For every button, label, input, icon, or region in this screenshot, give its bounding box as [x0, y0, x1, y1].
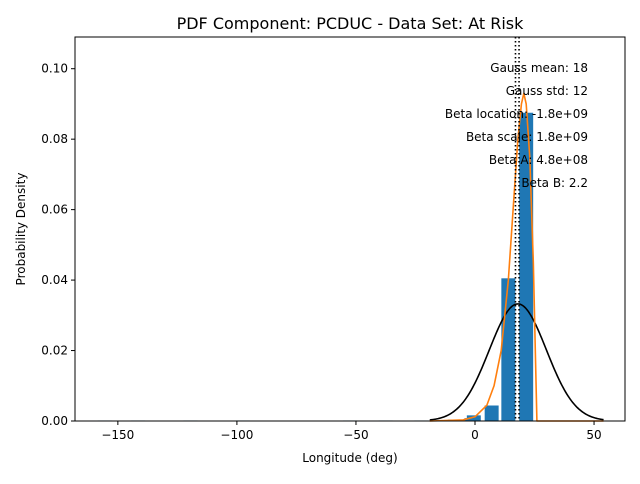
chart-title: PDF Component: PCDUC - Data Set: At Risk: [177, 14, 525, 33]
curves-layer: [429, 92, 604, 422]
stat-annotation-5: Beta B: 2.2: [521, 176, 588, 190]
histogram-bar-10: [484, 405, 499, 421]
stat-annotation-2: Beta location: -1.8e+09: [445, 107, 588, 121]
annotations-layer: Gauss mean: 18 Gauss std: 12 Beta location…: [445, 61, 588, 190]
axes-layer: [74, 36, 626, 422]
y-tick-label: 0.02: [41, 344, 68, 358]
x-tick-label: −150: [101, 428, 134, 442]
y-tick-label: 0.06: [41, 203, 68, 217]
x-tick-label: −100: [220, 428, 253, 442]
histogram-bar-11: [501, 278, 516, 421]
y-tick-label: 0.10: [41, 62, 68, 76]
y-tick-label: 0.00: [41, 414, 68, 428]
y-tick-label: 0.04: [41, 273, 68, 287]
x-tick-label: −50: [343, 428, 368, 442]
x-tick-label: 50: [586, 428, 601, 442]
gauss-curve: [429, 303, 604, 421]
x-axis-label: Longitude (deg): [302, 451, 397, 465]
histogram-bar-12: [519, 112, 534, 422]
stat-annotation-0: Gauss mean: 18: [490, 61, 588, 75]
histogram-bar-9: [466, 415, 481, 421]
stat-annotation-4: Beta A: 4.8e+08: [489, 153, 588, 167]
y-axis-label: Probability Density: [14, 173, 28, 286]
plot-frame: [74, 36, 626, 422]
beta-curve: [429, 92, 604, 422]
y-tick-label: 0.08: [41, 132, 68, 146]
x-tick-label: 0: [471, 428, 479, 442]
vlines-layer: [514, 37, 520, 421]
ticks-layer: −150 −100 −50 0 50 0.00 0.02 0.04 0.06 0.08 0.10: [41, 62, 601, 442]
stat-annotation-3: Beta scale: 1.8e+09: [466, 130, 588, 144]
stat-annotation-1: Gauss std: 12: [506, 84, 588, 98]
